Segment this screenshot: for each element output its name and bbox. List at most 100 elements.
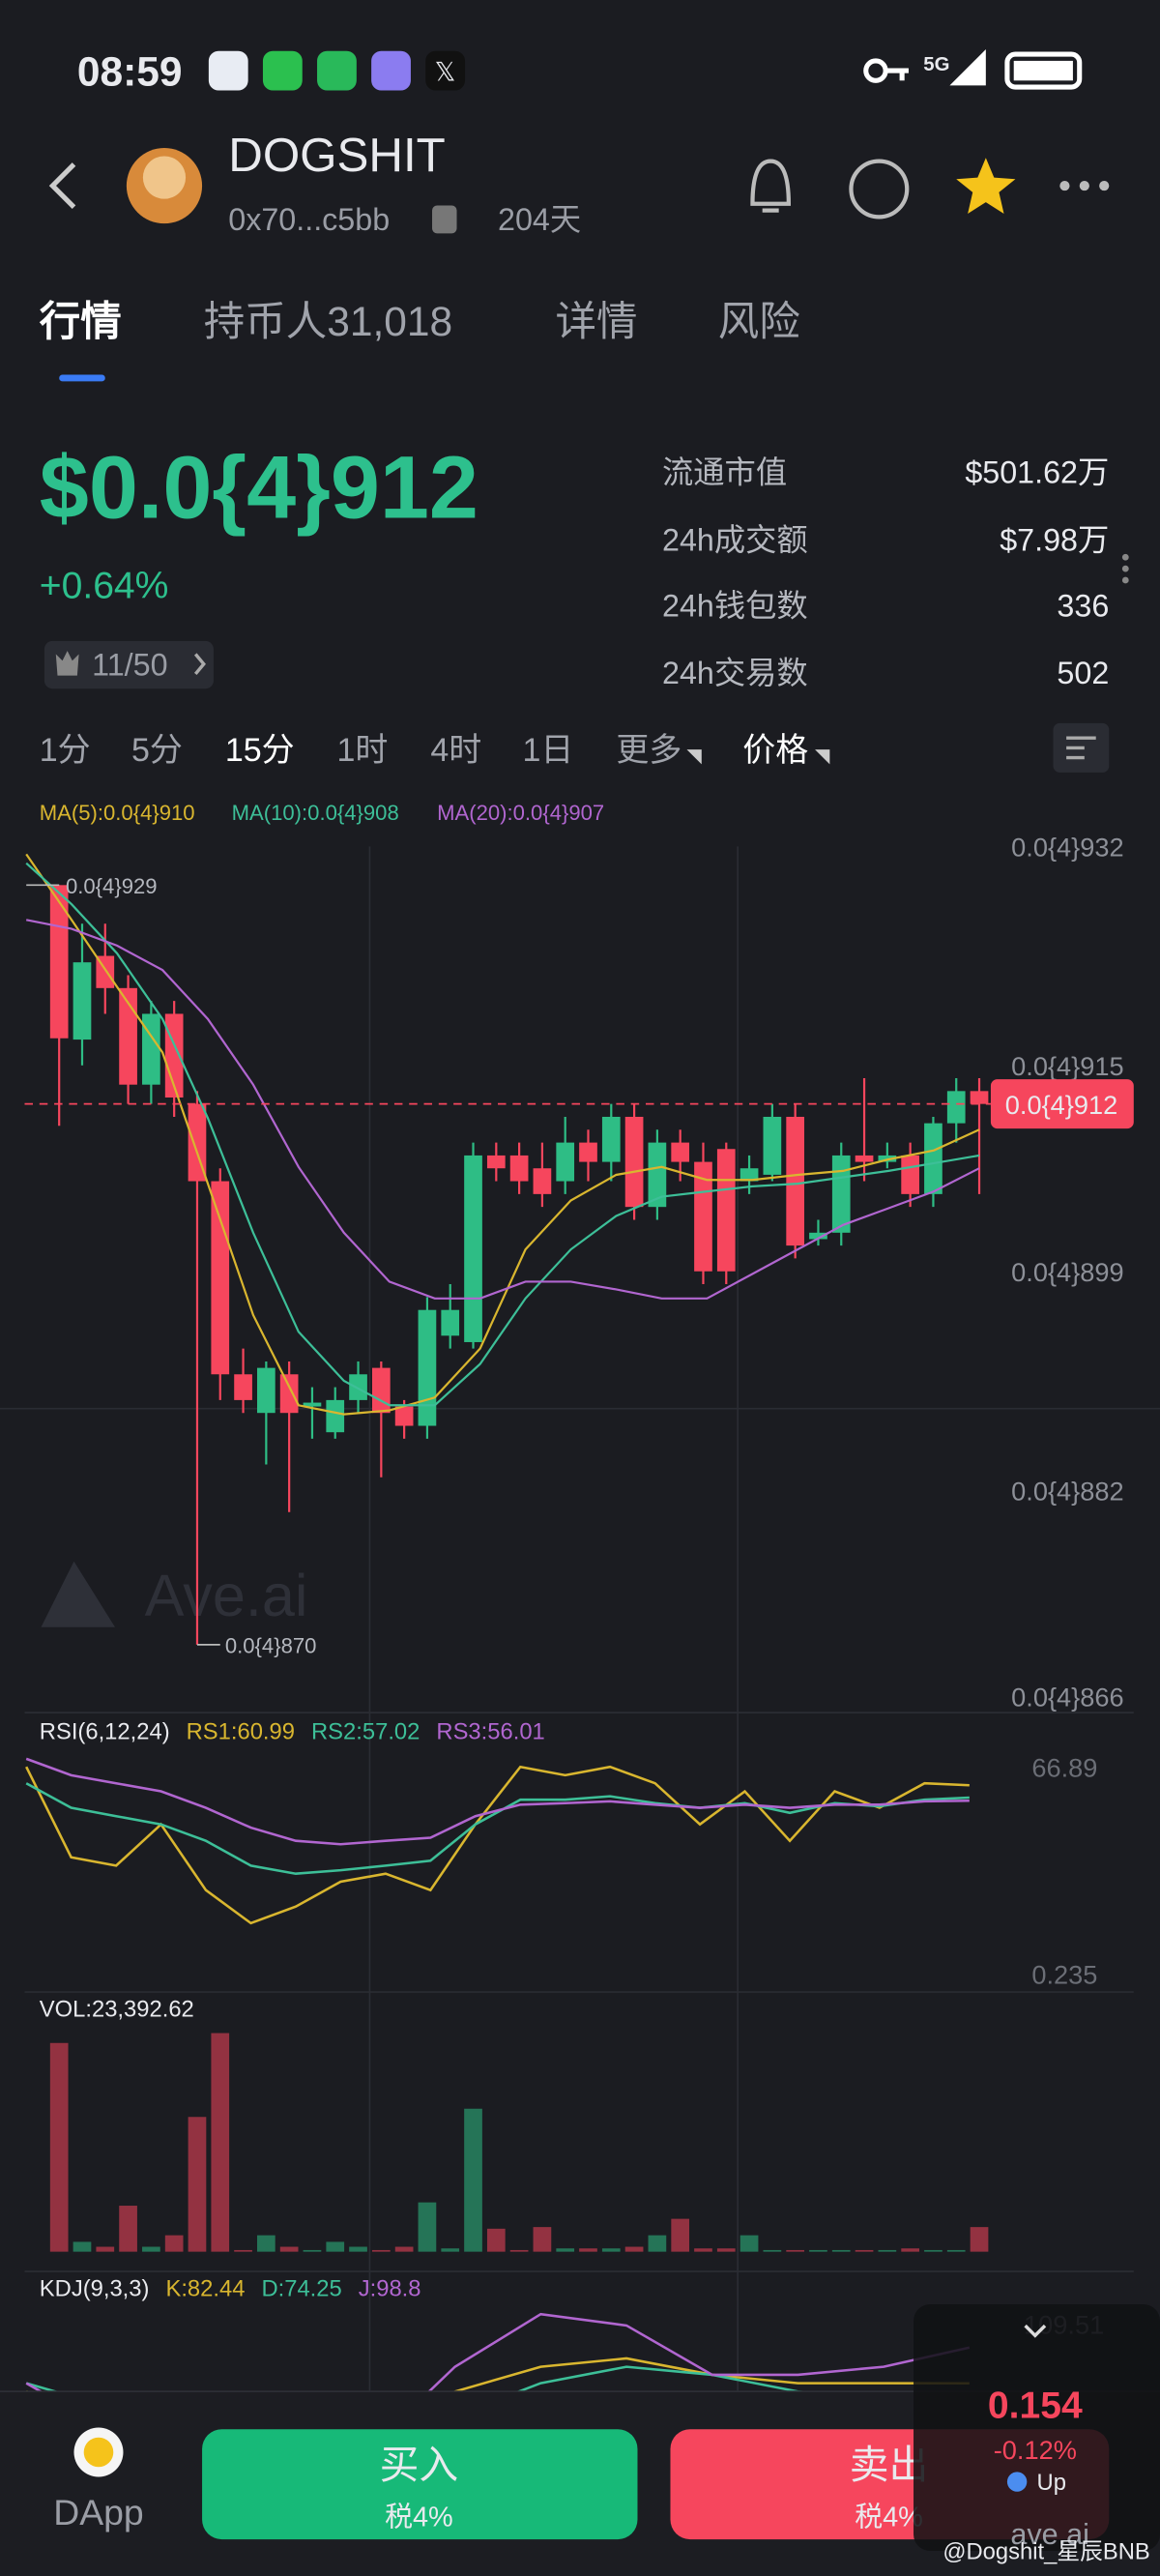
volume-bar [394,2246,414,2252]
clock: 08:59 [77,49,183,95]
gauge-button[interactable] [849,159,910,220]
widget-direction: Up [1037,2470,1066,2496]
token-address: 0x70...c5bb [228,202,390,237]
candle-body [326,1399,345,1433]
candle-body [279,1374,299,1414]
candle-body [142,1013,160,1085]
indicator-line [25,1757,970,1846]
volume-bar [946,2249,966,2252]
copy-button[interactable] [432,205,457,234]
volume-bar [924,2249,942,2252]
tab[interactable]: 风险 [718,300,800,345]
candle-body [371,1367,391,1414]
interval-tab[interactable]: 1时 [336,732,388,769]
volume-bar [441,2248,460,2252]
ma-legend: MA(20):0.0{4}907 [437,801,604,825]
candle-body [509,1155,529,1182]
y-tick-label: 0.0{4}915 [1011,1051,1123,1081]
panel-title: KDJ(9,3,3) [40,2276,150,2302]
volume-bar [601,2248,621,2252]
charts: MA(5):0.0{4}910 MA(10):0.0{4}908 MA(20):0.… [24,801,1134,2392]
rank-pill [44,640,214,689]
y-tick-label: 0.0{4}882 [1011,1476,1123,1506]
interval-tab[interactable]: 更多 [616,732,682,769]
candle-body [556,1142,575,1182]
back-button[interactable] [48,162,76,209]
volume-bar [556,2248,575,2252]
interval-tab[interactable]: 1日 [523,732,574,769]
candle-body [946,1091,966,1124]
volume-bar [234,2249,252,2252]
settings-icon [1066,736,1096,760]
candle-body [901,1155,919,1194]
stat-value: 336 [1057,588,1109,623]
volume-bar [211,2033,230,2252]
tab[interactable]: 详情 [556,300,638,345]
tab-indicator [59,374,105,382]
y-tick-label: 66.89 [1031,1752,1097,1782]
interval-tab[interactable]: 1分 [40,732,91,769]
last-price-box [990,1079,1134,1129]
extreme-label: 0.0{4}870 [225,1633,317,1657]
volume-bar [96,2246,115,2252]
side-dots [1121,553,1129,584]
status-icons [863,49,1083,90]
panel-title: VOL:23,392.62 [40,1997,194,2023]
stat-label: 24h交易数 [662,656,808,690]
volume-bar [716,2248,736,2252]
ma-legend: MA(10):0.0{4}908 [232,801,399,825]
more-button[interactable] [1059,180,1110,191]
volume-bar [901,2248,919,2252]
candle-body [533,1168,552,1194]
series-legend: RS3:56.01 [436,1718,544,1744]
interval-tab[interactable]: 5分 [131,732,183,769]
stat-label: 24h钱包数 [662,588,808,623]
volume-bar [763,2249,782,2252]
candle-body [486,1155,506,1169]
series-legend: RS2:57.02 [311,1718,420,1744]
dropdown-arrows [686,749,830,765]
widget-collapse[interactable] [1024,2324,1047,2338]
candle-body [740,1168,759,1182]
tab[interactable]: 行情 [40,300,122,345]
stat-value: $7.98万 [1000,522,1109,557]
widget-dir-icon [1006,2472,1028,2492]
volume-bar [418,2202,437,2252]
buy-button[interactable] [202,2429,638,2540]
series-legend: RS1:60.99 [187,1718,295,1744]
candle-body [855,1155,874,1162]
candle-body [831,1155,851,1233]
credit: @Dogshit_星辰BNB [942,2538,1149,2564]
volume-bar [579,2248,597,2252]
dapp-label[interactable]: DApp [53,2492,144,2532]
dapp-icon-inner [83,2437,114,2468]
volume-bar [72,2241,92,2252]
price-widget[interactable] [914,2304,1160,2551]
interval-tab[interactable]: 15分 [225,732,295,769]
price-change: +0.64% [40,566,169,607]
volume-bar [326,2241,345,2252]
series-legend: D:74.25 [261,2276,341,2302]
candle-body [601,1116,621,1162]
candle-body [624,1116,644,1208]
candle-body [970,1091,989,1104]
rank: 11/50 [92,648,167,683]
volume-bar [786,2249,805,2252]
alert-button[interactable] [750,159,791,213]
interval-tab[interactable]: 价格 [742,732,808,769]
candle-body [119,987,137,1085]
volume-bar [509,2249,529,2252]
volume-bar [119,2206,137,2252]
y-tick-label: 0.235 [1031,1960,1097,1990]
volume-bar [464,2108,482,2252]
favorite-button[interactable] [956,158,1016,214]
candle-body [418,1309,437,1426]
candle-body [716,1149,736,1272]
candle-body [72,962,92,1040]
interval-tab[interactable]: 4时 [430,732,481,769]
y-tick-label: 0.0{4}866 [1011,1682,1123,1712]
svg-text:𝕏: 𝕏 [435,56,456,86]
tab[interactable]: 持币人31,018 [204,300,452,345]
candle-body [671,1142,690,1162]
